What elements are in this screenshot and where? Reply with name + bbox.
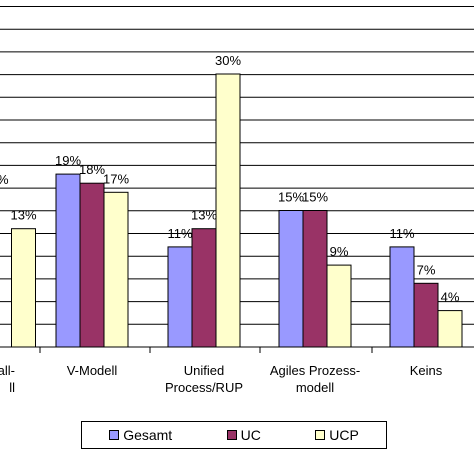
data-label-uc-2: 13% <box>191 208 217 223</box>
legend-label-ucp: UCP <box>329 427 359 443</box>
data-label-gesamt-4: 11% <box>389 226 414 241</box>
cut-off-label: % <box>0 172 9 187</box>
data-label-ucp-0: 13% <box>10 208 36 223</box>
bar-uc-4 <box>413 282 439 348</box>
data-label-ucp-2: 30% <box>215 53 241 68</box>
bar-ucp-4 <box>437 310 463 348</box>
bar-gesamt-2 <box>167 246 193 348</box>
bar-gesamt-3 <box>278 210 304 348</box>
x-ticks <box>39 347 373 353</box>
legend: Gesamt UC UCP <box>81 421 387 449</box>
category-label-0: fall-ll <box>0 363 15 395</box>
legend-label-uc: UC <box>240 427 261 443</box>
legend-swatch-ucp <box>315 430 326 440</box>
data-label-ucp-3: 9% <box>330 244 349 259</box>
bar-uc-3 <box>302 210 328 348</box>
legend-swatch-gesamt <box>109 430 120 440</box>
category-label-1: V-Modell <box>67 363 118 378</box>
data-labels: 19% 11% 15% 11% 18% 13% 15% 7% 13% 17% 30% 9% 4% <box>10 53 459 305</box>
bar-ucp-3 <box>326 264 352 348</box>
category-label-3: Agiles Prozess-modell <box>270 363 360 395</box>
bars <box>11 73 463 348</box>
data-label-uc-3: 15% <box>302 190 328 205</box>
category-label-2: Unified Process/RUP <box>165 363 243 395</box>
data-label-uc-4: 7% <box>417 262 436 277</box>
legend-swatch-uc <box>226 430 237 440</box>
bar-ucp-2 <box>215 73 241 348</box>
bar-gesamt-4 <box>389 246 415 348</box>
bar-gesamt-1 <box>55 173 81 348</box>
bar-ucp-0 <box>11 228 36 348</box>
data-label-ucp-4: 4% <box>441 290 460 305</box>
data-label-uc-1: 18% <box>79 162 105 177</box>
data-label-ucp-1: 17% <box>103 171 129 186</box>
data-label-gesamt-2: 11% <box>167 226 192 241</box>
bar-ucp-1 <box>103 191 129 348</box>
legend-label-gesamt: Gesamt <box>123 427 173 443</box>
bar-uc-2 <box>191 228 217 348</box>
legend-item-uc: UC <box>226 427 261 443</box>
bar-uc-1 <box>79 182 105 348</box>
data-label-gesamt-3: 15% <box>278 190 304 205</box>
category-label-4: Keins <box>410 363 443 378</box>
legend-item-ucp: UCP <box>315 427 359 443</box>
legend-item-gesamt: Gesamt <box>109 427 172 443</box>
data-label-gesamt-1: 19% <box>55 153 81 168</box>
